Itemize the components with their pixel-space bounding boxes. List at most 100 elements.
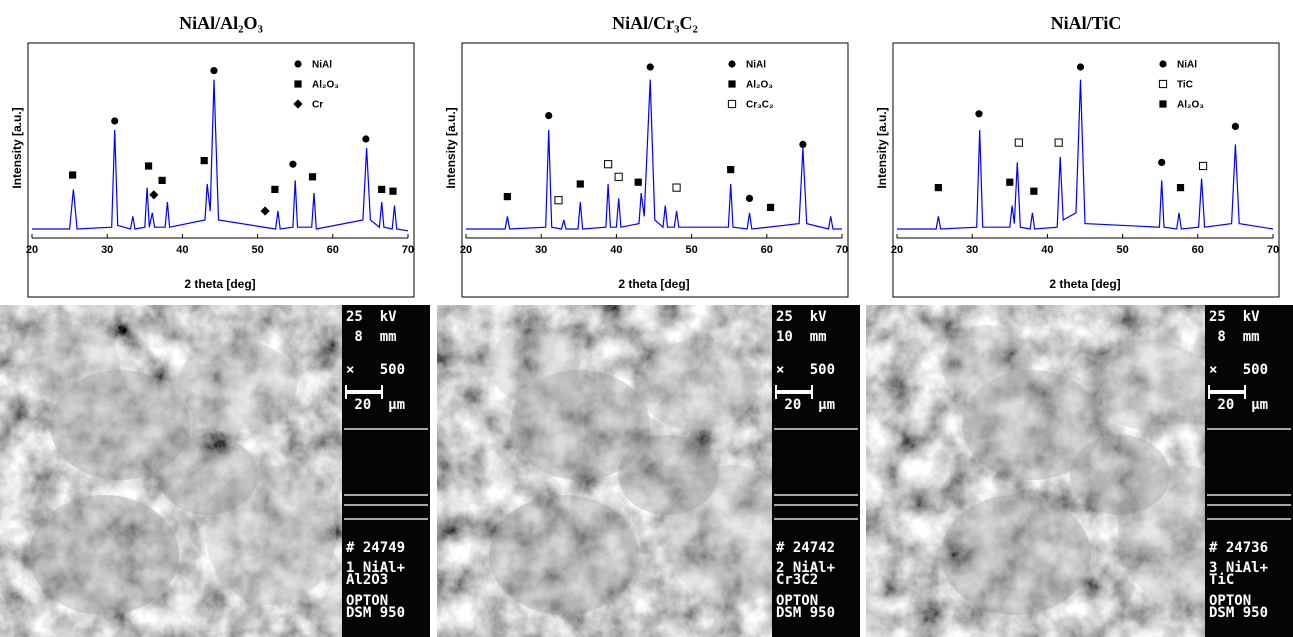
chart-frame (28, 43, 414, 297)
sem-image: 25 kV 8 mm× 500 20 μm# 247363 NiAl+TiCOP… (866, 305, 1293, 637)
peak-marker (69, 171, 76, 178)
peak-marker (504, 193, 511, 200)
peak-marker (799, 141, 806, 148)
sem-distance: 8 mm (1209, 329, 1260, 345)
legend-label: Cr (312, 100, 323, 111)
particle (29, 495, 179, 615)
x-axis-label: 2 theta [deg] (184, 277, 255, 291)
peak-marker (605, 161, 612, 168)
x-tick-label: 20 (460, 244, 472, 256)
particle (1070, 435, 1170, 515)
peak-marker (635, 179, 642, 186)
legend-label: TiC (1177, 80, 1193, 91)
scale-bar (1209, 390, 1245, 394)
peak-marker (1015, 139, 1022, 146)
peak-marker (1006, 179, 1013, 186)
peak-marker (577, 180, 584, 187)
particle (618, 435, 718, 515)
peak-marker (201, 157, 208, 164)
sem-voltage: 25 kV (1209, 309, 1260, 325)
legend-symbol (728, 60, 735, 67)
y-axis-label: Intensity [a.u.] (875, 107, 889, 188)
x-axis-label: 2 theta [deg] (1049, 277, 1120, 291)
x-tick-label: 30 (101, 244, 113, 256)
peak-marker (309, 173, 316, 180)
x-tick-label: 40 (610, 244, 622, 256)
peak-marker (1177, 184, 1184, 191)
legend-symbol (1159, 100, 1166, 107)
x-tick-label: 70 (402, 244, 414, 256)
sem-distance: 8 mm (346, 329, 397, 345)
chart-frame (893, 43, 1279, 297)
x-tick-label: 70 (836, 244, 848, 256)
x-tick-label: 60 (761, 244, 773, 256)
sem-magnification: × 500 (776, 362, 835, 378)
sem-sample: Cr3C2 (776, 572, 818, 588)
particle (1089, 340, 1209, 430)
particle (177, 340, 297, 430)
scale-bar (776, 390, 812, 394)
peak-marker (673, 184, 680, 191)
legend-symbol (1159, 60, 1166, 67)
sem-number: # 24742 (776, 540, 835, 556)
particle (942, 325, 1032, 405)
sem-number: # 24749 (346, 540, 405, 556)
chart-title: NiAl/Al₂O₃ (179, 13, 263, 33)
legend-symbol (1159, 80, 1166, 87)
legend-symbol (294, 80, 301, 87)
chart-title: NiAl/TiC (1051, 13, 1122, 33)
x-tick-label: 60 (1192, 244, 1204, 256)
legend-label: NiAl (1177, 60, 1197, 71)
peak-marker (1199, 162, 1206, 169)
sem-voltage: 25 kV (776, 309, 827, 325)
peak-marker (210, 67, 217, 74)
sem-scale: 20 μm (1209, 397, 1268, 413)
legend-symbol (728, 100, 735, 107)
peak-marker (746, 195, 753, 202)
peak-marker (545, 112, 552, 119)
sem-magnification: × 500 (1209, 362, 1268, 378)
sem-scale: 20 μm (776, 397, 835, 413)
x-tick-label: 40 (1041, 244, 1053, 256)
peak-marker (271, 186, 278, 193)
legend-symbol (294, 60, 301, 67)
peak-marker (975, 110, 982, 117)
x-tick-label: 30 (966, 244, 978, 256)
peak-marker (555, 197, 562, 204)
peak-marker (158, 177, 165, 184)
sem-instrument: DSM 950 (1209, 605, 1268, 621)
peak-marker (935, 184, 942, 191)
legend-label: Al₂O₃ (312, 80, 339, 91)
sem-number: # 24736 (1209, 540, 1268, 556)
peak-marker (289, 161, 296, 168)
legend-symbol (728, 80, 735, 87)
legend-label: Cr₃C₂ (746, 100, 773, 111)
x-tick-label: 50 (1116, 244, 1128, 256)
sem-scale: 20 μm (346, 397, 405, 413)
x-tick-label: 20 (26, 244, 38, 256)
particle (30, 325, 120, 405)
sem-sample: TiC (1209, 572, 1234, 588)
x-tick-label: 50 (685, 244, 697, 256)
peak-marker (1158, 159, 1165, 166)
peak-marker (378, 186, 385, 193)
figure: NiAl/Al₂O₃ 20 30 40 50 60 70 2 theta [deg] Inten… (0, 0, 1293, 637)
x-tick-label: 40 (176, 244, 188, 256)
chart-title: NiAl/Cr₃C₂ (612, 13, 698, 33)
x-axis-label: 2 theta [deg] (618, 277, 689, 291)
particle (637, 340, 757, 430)
particle (489, 495, 639, 615)
sem-distance: 10 mm (776, 329, 827, 345)
particle (158, 435, 258, 515)
peak-marker (1055, 139, 1062, 146)
peak-marker (1077, 63, 1084, 70)
particle (941, 495, 1091, 615)
sem-instrument: DSM 950 (346, 605, 405, 621)
chart-frame (462, 43, 848, 297)
legend-label: NiAl (746, 60, 766, 71)
sem-magnification: × 500 (346, 362, 405, 378)
peak-marker (727, 166, 734, 173)
